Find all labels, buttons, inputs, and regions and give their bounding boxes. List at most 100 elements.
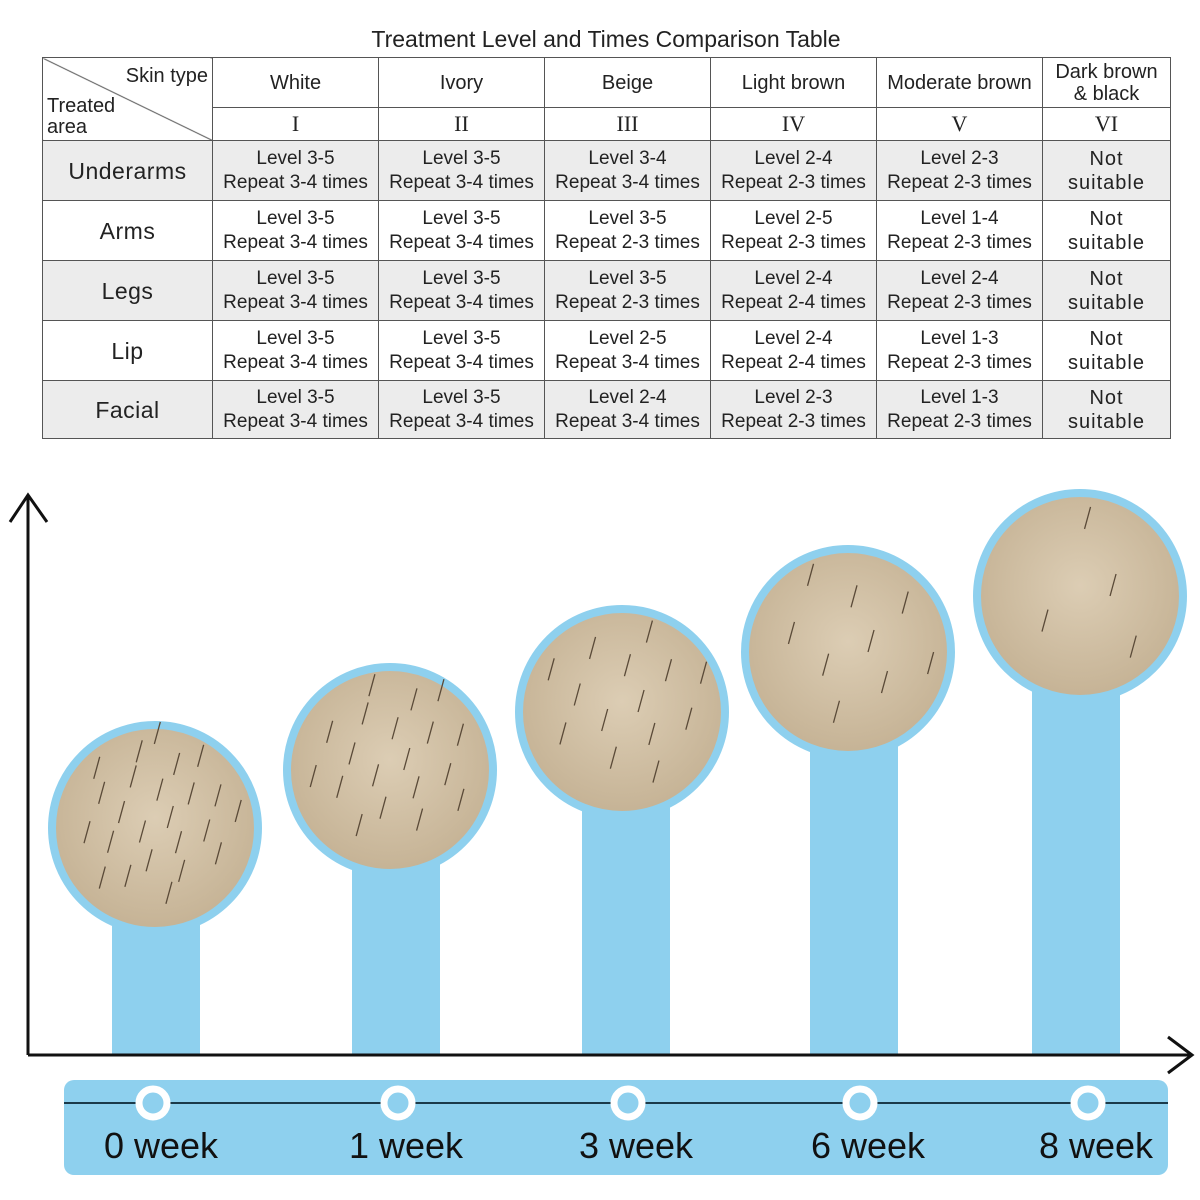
cell-line: Repeat 3-4 times (223, 351, 368, 373)
cell-line: Repeat 3-4 times (555, 351, 700, 373)
hair (573, 683, 581, 706)
hair (371, 764, 380, 787)
column-name: Dark brown & black (1042, 57, 1171, 108)
hair (174, 830, 183, 854)
area-cell: Lip (42, 320, 213, 381)
cell-line: suitable (1068, 291, 1145, 314)
hair (93, 756, 101, 780)
timeline-dot (380, 1085, 416, 1121)
area-cell: Underarms (42, 140, 213, 201)
hair (348, 742, 356, 765)
hair (588, 636, 597, 660)
cell-line: Repeat 2-3 times (887, 171, 1032, 193)
hair (457, 788, 465, 811)
cell-line: Repeat 3-4 times (389, 410, 534, 432)
cell-line: Level 3-5 (422, 147, 501, 169)
hair (391, 717, 399, 740)
hair (98, 866, 106, 889)
cell-line: Not (1089, 267, 1124, 290)
hair (415, 808, 424, 831)
cell-line: Not (1089, 147, 1124, 170)
hair (138, 820, 147, 843)
cell-line: Level 2-4 (754, 147, 833, 169)
table-cell: Level 3-5 Repeat 3-4 times (212, 320, 379, 381)
hair (361, 702, 369, 725)
hair (547, 658, 555, 681)
table-cell: Level 2-3 Repeat 2-3 times (876, 140, 1043, 201)
cell-line: suitable (1068, 231, 1145, 254)
column-numeral: VI (1042, 107, 1171, 141)
corner-cell: Skin type Treated area (42, 57, 213, 141)
hair (926, 651, 935, 675)
hair (368, 674, 376, 697)
cell-line: Repeat 2-3 times (721, 231, 866, 253)
column-name: White (212, 57, 379, 108)
cell-line: Repeat 2-3 times (721, 171, 866, 193)
table-row: Underarms Level 3-5 Repeat 3-4 times Level … (42, 140, 1171, 201)
header-row: Skin type Treated area White Ivory Beige Ligh… (42, 57, 1171, 141)
skin-photo (283, 663, 497, 877)
table-cell: Level 2-4 Repeat 2-4 times (710, 320, 877, 381)
cell-line: Repeat 3-4 times (389, 231, 534, 253)
hair (214, 784, 222, 807)
hair (456, 723, 465, 746)
cell-line: Level 3-5 (422, 207, 501, 229)
table-row: Lip Level 3-5 Repeat 3-4 times Level 3-5 Rep… (42, 320, 1171, 381)
skin-photo (48, 721, 262, 935)
hair (173, 752, 181, 776)
cell-line: Level 3-5 (256, 147, 335, 169)
hair (901, 591, 909, 614)
cell-line: Repeat 2-3 times (887, 291, 1032, 313)
week-label: 0 week (104, 1125, 219, 1166)
table-cell: Level 3-5 Repeat 3-4 times (212, 380, 379, 439)
column-numeral: II (378, 107, 545, 141)
cell-line: Level 3-5 (422, 267, 501, 289)
table-cell: Not suitable (1042, 140, 1171, 201)
hair (403, 747, 411, 771)
hair (623, 653, 632, 677)
table-cell: Level 3-5 Repeat 3-4 times (378, 380, 545, 439)
week-label: 6 week (811, 1125, 926, 1166)
area-cell: Arms (42, 200, 213, 261)
timeline-dot (1070, 1085, 1106, 1121)
hair (444, 763, 452, 786)
skin-photo (973, 489, 1187, 703)
hair (410, 688, 418, 711)
skin-photo (741, 545, 955, 759)
cell-line: Level 1-3 (920, 386, 999, 408)
hair (648, 722, 656, 746)
hair (832, 700, 841, 723)
hair (355, 813, 363, 837)
table-title: Treatment Level and Times Comparison Tab… (371, 26, 841, 52)
cell-line: Repeat 2-4 times (721, 291, 866, 313)
hair (437, 679, 445, 702)
cell-line: Repeat 2-3 times (721, 410, 866, 432)
hair (601, 708, 609, 732)
table-cell: Level 1-4 Repeat 2-3 times (876, 200, 1043, 261)
cell-line: suitable (1068, 410, 1145, 433)
table-cell: Not suitable (1042, 320, 1171, 381)
cell-line: Repeat 2-3 times (887, 410, 1032, 432)
area-cell: Legs (42, 260, 213, 321)
hair (83, 821, 91, 844)
column-numeral: IV (710, 107, 877, 141)
hair (98, 781, 106, 804)
hair (412, 776, 420, 799)
hair (1109, 573, 1117, 597)
hair (214, 842, 223, 865)
cell-line: Repeat 3-4 times (555, 410, 700, 432)
cell-line: Repeat 3-4 times (555, 171, 700, 193)
column-name: Moderate brown (876, 57, 1043, 108)
cell-line: Repeat 2-3 times (887, 231, 1032, 253)
hair (559, 722, 567, 745)
table-cell: Level 3-5 Repeat 3-4 times (212, 260, 379, 321)
cell-line: Repeat 3-4 times (223, 410, 368, 432)
cell-line: Repeat 2-4 times (721, 351, 866, 373)
table-row: Legs Level 3-5 Repeat 3-4 times Level 3-5 Re… (42, 260, 1171, 321)
hair (652, 760, 660, 783)
table-cell: Level 3-5 Repeat 3-4 times (378, 260, 545, 321)
table-cell: Not suitable (1042, 380, 1171, 439)
cell-line: Repeat 3-4 times (389, 351, 534, 373)
